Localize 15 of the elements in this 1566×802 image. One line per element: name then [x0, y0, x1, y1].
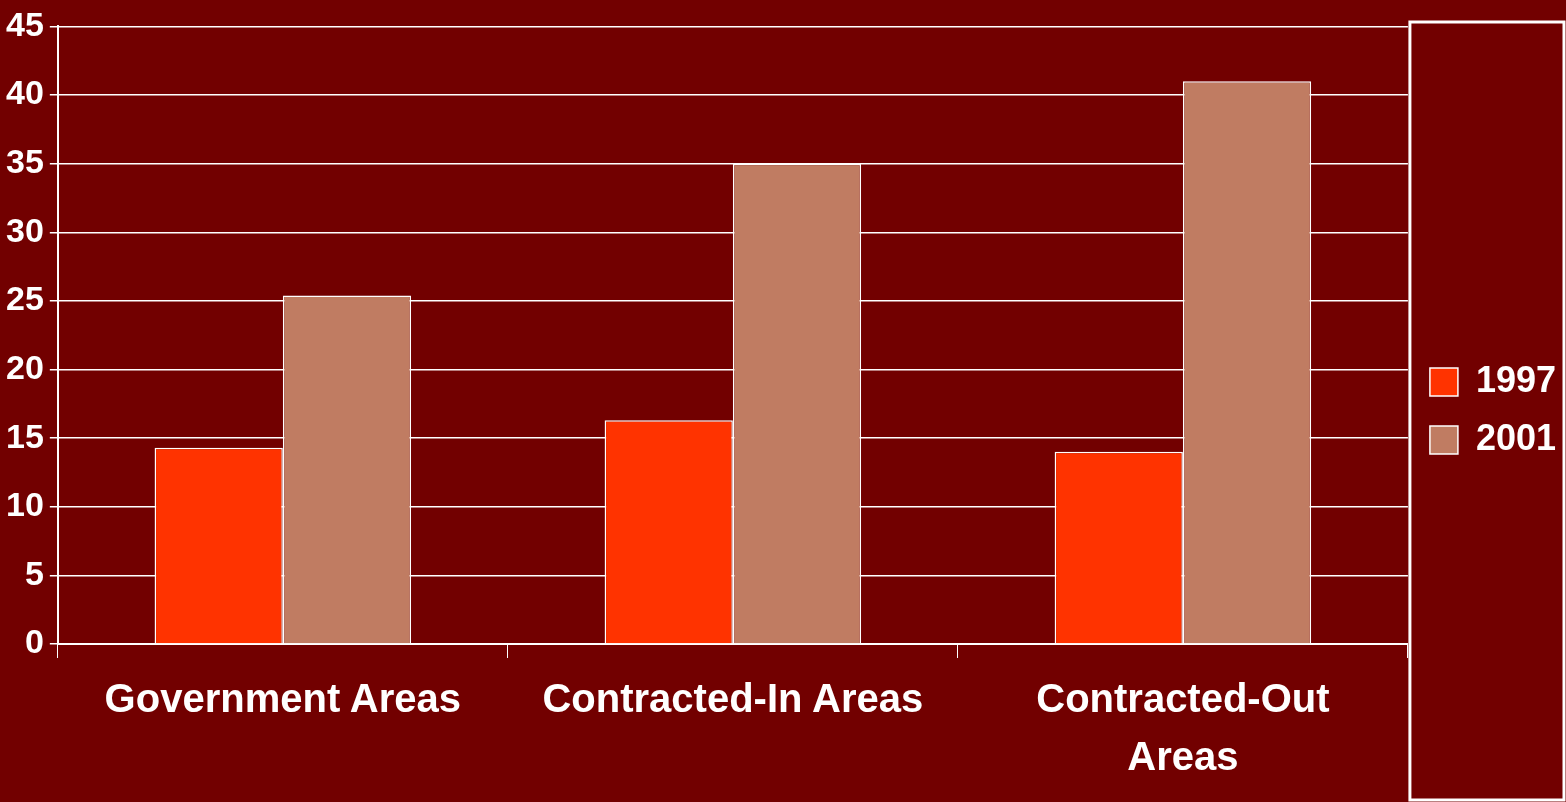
y-tick-label: 10	[5, 485, 44, 524]
legend-label: 1997	[1475, 358, 1557, 400]
x-tick-label: Contracted-In Areas	[542, 676, 924, 721]
y-tick-label: 5	[24, 553, 44, 592]
y-tick-label: 45	[5, 4, 44, 43]
x-tick-label: Contracted-Out Areas	[1036, 676, 1330, 779]
y-tick-label: 40	[5, 73, 44, 112]
y-tick-label: 35	[5, 142, 44, 181]
x-tick-label: Government Areas	[104, 676, 462, 721]
y-tick-label: 30	[5, 210, 44, 249]
y-tick-label: 25	[5, 279, 44, 318]
y-tick-label: 20	[5, 347, 44, 386]
y-tick-label: 15	[5, 416, 44, 455]
legend-label: 2001	[1475, 416, 1557, 458]
y-tick-label: 0	[24, 622, 44, 661]
